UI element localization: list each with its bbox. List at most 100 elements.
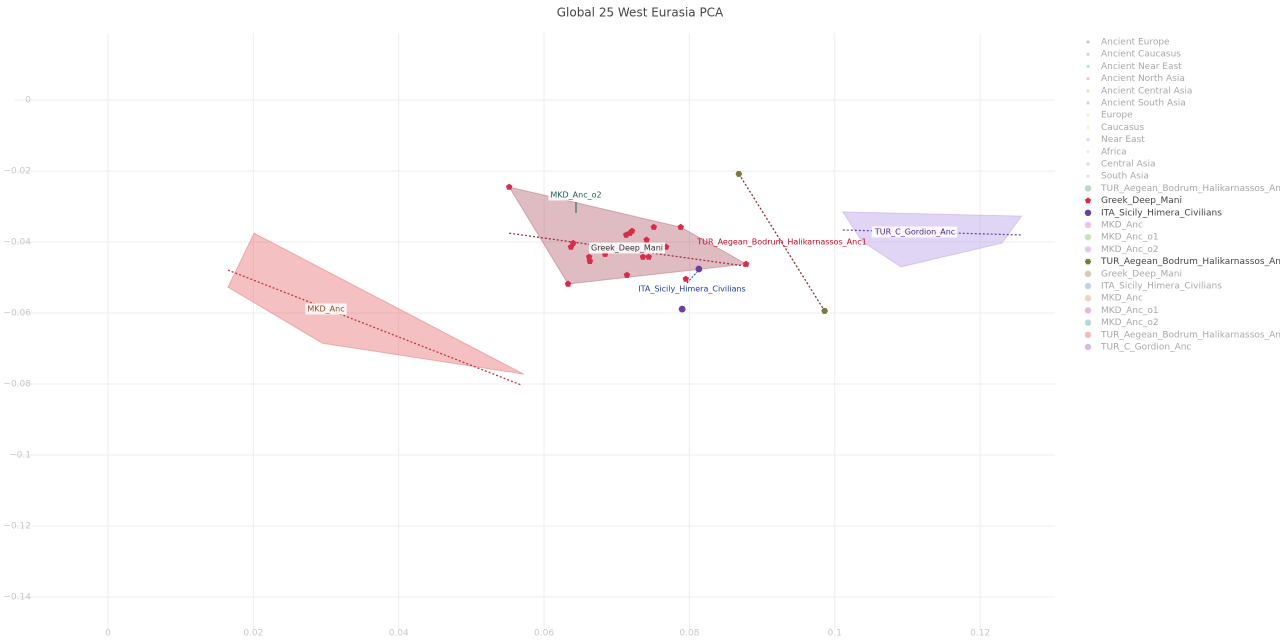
trend-line [738, 173, 826, 312]
legend-marker [1086, 162, 1090, 166]
legend-marker [1084, 209, 1092, 216]
point [821, 307, 829, 314]
legend-marker [1084, 307, 1092, 314]
legend-label: TUR_Aegean_Bodrum_Halikarnassos_Anc1 [1100, 330, 1280, 340]
legend-label: Caucasus [1101, 123, 1144, 133]
legend-label: TUR_Aegean_Bodrum_Halikarnassos_Anc1 [1100, 184, 1280, 194]
point [505, 183, 513, 190]
legend-marker [1084, 319, 1092, 326]
y-tick-label: −0.08 [3, 380, 31, 390]
point [639, 253, 647, 260]
annotation: MKD_Anc_o2 [550, 191, 601, 200]
legend-label: TUR_C_Gordion_Anc [1100, 343, 1191, 353]
legend-label: Greek_Deep_Mani [1101, 269, 1182, 279]
annotation: TUR_C_Gordion_Anc [874, 228, 955, 237]
legend-label: South Asia [1101, 172, 1149, 182]
x-tick-label: 0.1 [828, 629, 842, 639]
legend-label: Europe [1101, 111, 1133, 121]
annotation: Greek_Deep_Mani [591, 244, 663, 253]
annotation-box [871, 226, 958, 238]
legend-marker [1086, 138, 1090, 142]
y-tick-label: 0 [25, 96, 31, 106]
legend-marker [1086, 40, 1090, 44]
annotation-box [305, 303, 347, 315]
legend-label: MKD_Anc_o2 [1101, 245, 1159, 255]
point [569, 239, 577, 246]
y-tick-label: −0.1 [9, 451, 31, 461]
legend-label: MKD_Anc_o2 [1101, 318, 1159, 328]
legend-marker [1084, 197, 1092, 204]
legend-marker [1084, 270, 1092, 277]
x-tick-label: 0.02 [243, 629, 263, 639]
legend-label: ITA_Sicily_Himera_Civilians [1101, 282, 1222, 292]
annotation-box [589, 242, 665, 254]
hull [841, 211, 1023, 268]
point [643, 236, 650, 243]
annotation: TUR_Aegean_Bodrum_Halikarnassos_Anc1 [696, 238, 866, 247]
legend-marker [1084, 185, 1092, 192]
trend-line [227, 269, 522, 386]
legend-label: Ancient North Asia [1101, 74, 1185, 84]
legend-marker [1084, 234, 1092, 241]
legend-marker [1084, 246, 1092, 253]
point [585, 253, 593, 260]
point [695, 265, 703, 273]
legend-marker [1086, 125, 1090, 129]
legend-marker [1086, 174, 1090, 178]
annotation: MKD_Anc [307, 305, 344, 314]
point [650, 223, 658, 230]
point [742, 260, 750, 267]
point [677, 223, 684, 230]
legend-label: Ancient Caucasus [1101, 50, 1181, 60]
legend-marker [1084, 343, 1092, 351]
point [645, 253, 652, 260]
y-tick-label: −0.12 [3, 522, 31, 532]
legend-label: Ancient Central Asia [1101, 86, 1192, 96]
point [628, 227, 636, 234]
legend-label: Central Asia [1101, 160, 1156, 170]
legend-label: MKD_Anc [1101, 221, 1143, 231]
legend-label: ITA_Sicily_Himera_Civilians [1101, 208, 1222, 218]
point [564, 280, 572, 287]
point [586, 257, 594, 264]
legend-marker [1086, 150, 1090, 154]
y-tick-label: −0.06 [3, 309, 31, 319]
legend-marker [1084, 331, 1092, 338]
point [735, 170, 743, 177]
y-tick-label: −0.04 [3, 238, 31, 248]
x-tick-label: 0.12 [970, 629, 990, 639]
annotation-arrow [686, 271, 698, 284]
chart-title: Global 25 West Eurasia PCA [557, 6, 724, 20]
legend-marker [1084, 295, 1092, 302]
annotation-box [548, 189, 604, 201]
annotation: ITA_Sicily_Himera_Civilians [638, 285, 745, 294]
legend-label: MKD_Anc_o1 [1101, 233, 1159, 243]
point [623, 271, 631, 278]
legend-label: TUR_Aegean_Bodrum_Halikarnassos_Anc1 [1100, 257, 1280, 267]
legend-label: Ancient Near East [1101, 62, 1182, 72]
point [678, 305, 686, 313]
x-tick-label: 0.06 [534, 629, 554, 639]
legend-label: Ancient Europe [1101, 38, 1170, 48]
legend-marker [1086, 89, 1090, 93]
legend-marker [1086, 64, 1090, 68]
legend-marker [1086, 113, 1090, 117]
y-tick-label: −0.02 [3, 167, 31, 177]
annotation-box [636, 283, 748, 295]
legend-label: Africa [1101, 147, 1127, 157]
legend-label: Ancient South Asia [1101, 99, 1186, 109]
legend-label: Greek_Deep_Mani [1101, 196, 1182, 206]
legend-marker [1084, 282, 1092, 290]
legend-label: MKD_Anc [1101, 294, 1143, 304]
x-tick-label: 0.08 [679, 629, 699, 639]
x-tick-label: 0 [105, 629, 111, 639]
legend-marker [1086, 52, 1090, 56]
x-tick-label: 0.04 [389, 629, 409, 639]
legend-label: MKD_Anc_o1 [1101, 306, 1159, 316]
y-tick-label: −0.14 [3, 592, 31, 602]
legend-marker [1084, 258, 1092, 265]
legend-marker [1084, 221, 1092, 229]
legend-label: Near East [1101, 135, 1145, 145]
hull [227, 232, 524, 375]
